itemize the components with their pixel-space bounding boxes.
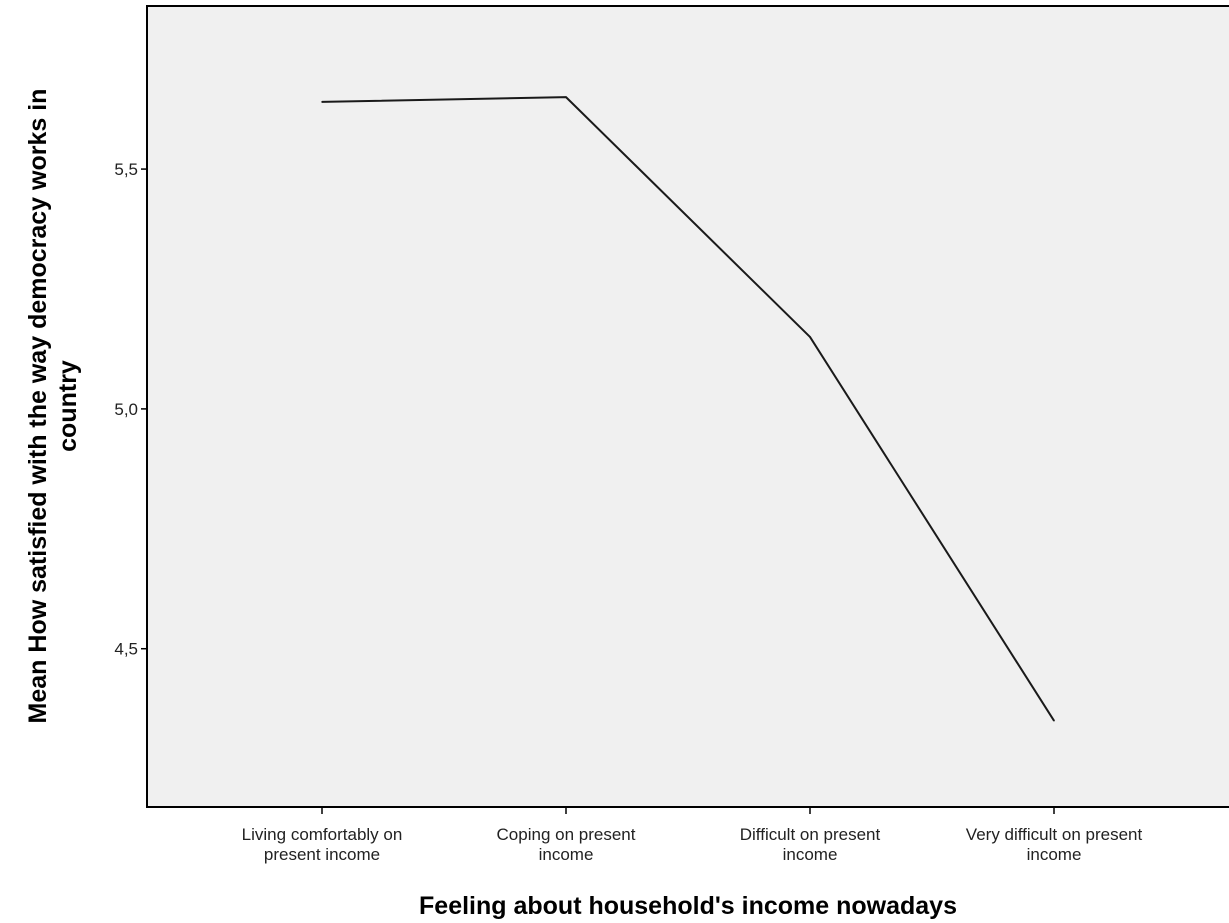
x-axis: Living comfortably on present income Copin… — [242, 807, 1143, 864]
y-tick-label: 4,5 — [114, 640, 138, 659]
data-point — [565, 96, 567, 98]
series-line — [321, 96, 1055, 722]
data-point — [321, 101, 323, 103]
plot-area — [146, 5, 1229, 808]
y-tick-label: 5,0 — [114, 400, 138, 419]
y-axis: 4,5 5,0 5,5 — [114, 160, 147, 659]
x-axis-title: Feeling about household's income nowaday… — [419, 892, 957, 920]
data-point — [1053, 719, 1055, 722]
x-category-label: Very difficult on present income — [966, 825, 1143, 864]
x-category-label: Coping on present income — [497, 825, 636, 864]
y-axis-title: Mean How satisfied with the way democrac… — [24, 89, 82, 724]
x-category-label: Difficult on present income — [740, 825, 881, 864]
x-category-label: Living comfortably on present income — [242, 825, 403, 864]
data-point — [809, 336, 811, 338]
series-group — [321, 96, 1055, 722]
y-tick-label: 5,5 — [114, 160, 138, 179]
